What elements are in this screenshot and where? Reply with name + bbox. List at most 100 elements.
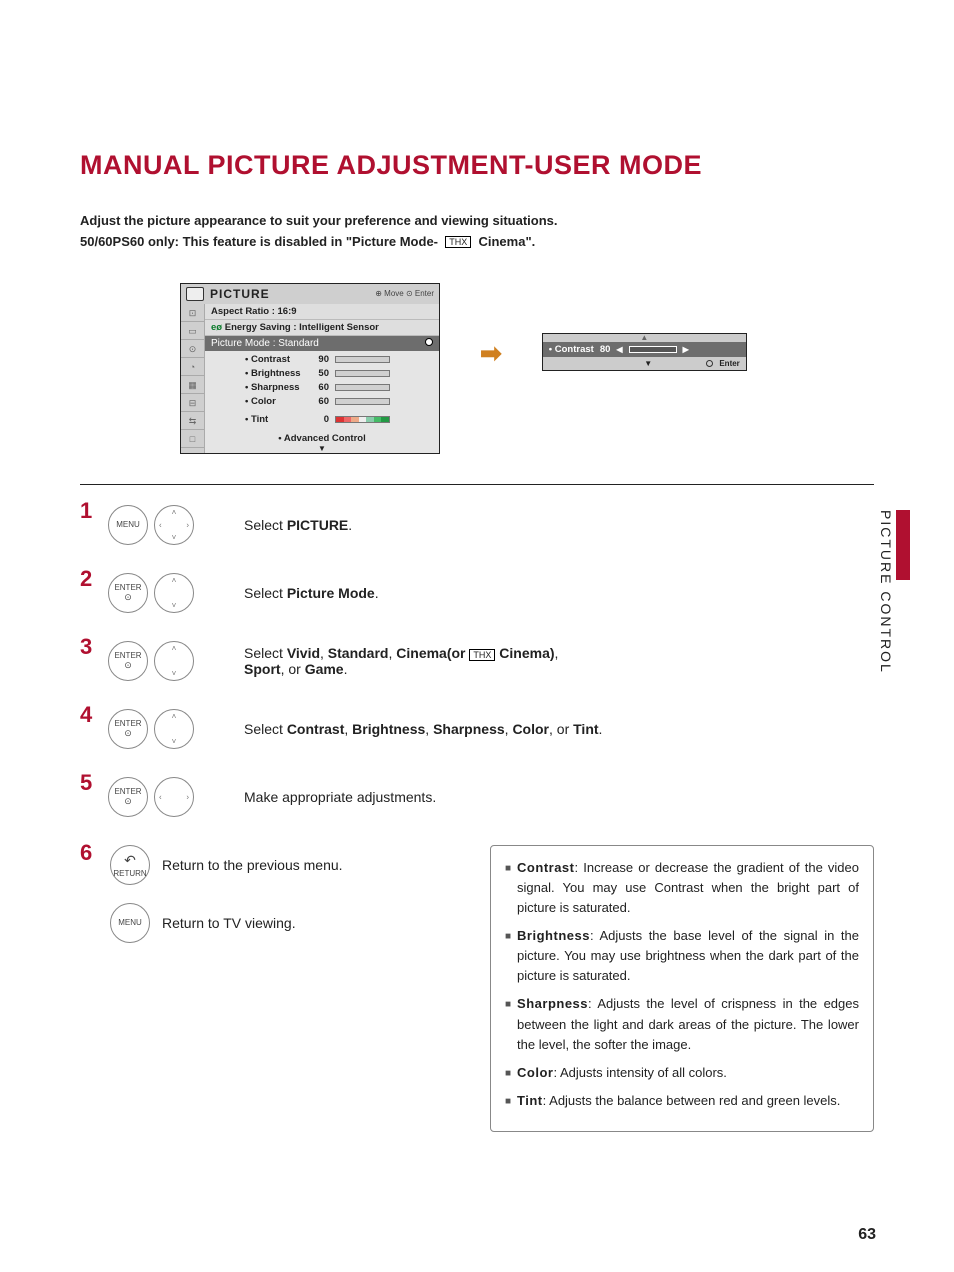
return-row: MENU Return to TV viewing. xyxy=(80,903,460,943)
remote-return-button[interactable]: ˄˅ xyxy=(154,641,194,681)
step-text: Select PICTURE. xyxy=(204,517,352,533)
osd-title: PICTURE xyxy=(210,287,270,301)
remote-enter-button[interactable]: ENTER⊙ xyxy=(108,641,148,681)
osd-contrast-adjust: ▲ • Contrast 80 ◀ ▶ ▼ Enter xyxy=(542,333,747,371)
param-value: 60 xyxy=(311,382,329,393)
param-bar xyxy=(335,370,390,377)
tint-value: 0 xyxy=(311,414,329,425)
osd-side-icon[interactable]: ⊟ xyxy=(181,394,204,412)
osd-side-icon[interactable]: □ xyxy=(181,430,204,448)
radio-dot-icon xyxy=(425,338,433,346)
remote-menu-button[interactable]: MENU xyxy=(108,505,148,545)
side-tab-bar xyxy=(896,510,910,580)
param-label: • Color xyxy=(245,396,305,407)
remote-enter-button[interactable]: ENTER⊙ xyxy=(108,573,148,613)
tv-icon xyxy=(186,287,204,301)
intro-text: Adjust the picture appearance to suit yo… xyxy=(80,211,874,253)
param-label: • Brightness xyxy=(245,368,305,379)
osd-mode-selected[interactable]: Picture Mode : Standard xyxy=(205,336,439,351)
param-bar xyxy=(335,384,390,391)
side-tab: PICTURE CONTROL xyxy=(874,510,894,700)
return-steps: 6 ↶RETURN Return to the previous menu. M… xyxy=(80,845,460,961)
step-number: 5 xyxy=(80,770,98,796)
arrow-right-icon: ➡ xyxy=(480,338,502,369)
intro-post: ". xyxy=(525,234,535,249)
step-number: 4 xyxy=(80,702,98,728)
steps-list: 1 MENU˄˅‹› Select PICTURE.2 ENTER⊙˄˅ Sel… xyxy=(80,505,874,817)
osd2-right-icon[interactable]: ▶ xyxy=(683,345,689,354)
intro-line2: 50/60PS60 only: This feature is disabled… xyxy=(80,232,874,253)
page-number: 63 xyxy=(858,1226,876,1244)
tint-label: • Tint xyxy=(245,414,305,425)
osd2-enter-label: Enter xyxy=(719,359,739,368)
osd-param-row: • Contrast 90 xyxy=(245,353,439,367)
osd-param-row: • Color 60 xyxy=(245,395,439,409)
remote-return-button[interactable]: ˄˅ xyxy=(154,709,194,749)
remote-return-button[interactable]: ˄˅ xyxy=(154,573,194,613)
osd2-value: 80 xyxy=(600,344,611,355)
osd-side-icons: ⊡▭⊙◔▦⊟⇆□ xyxy=(181,304,205,453)
remote-enter-button[interactable]: ENTER⊙ xyxy=(108,709,148,749)
osd-energy: eø Energy Saving : Intelligent Sensor xyxy=(205,320,439,336)
intro-line1: Adjust the picture appearance to suit yo… xyxy=(80,211,874,232)
desc-item: ■ Contrast: Increase or decrease the gra… xyxy=(505,858,859,918)
step-text: Make appropriate adjustments. xyxy=(204,789,436,805)
step-row: 2 ENTER⊙˄˅ Select Picture Mode. xyxy=(80,573,874,613)
param-bar xyxy=(335,398,390,405)
remote-enter-button[interactable]: ENTER⊙ xyxy=(108,777,148,817)
osd-side-icon[interactable]: ▭ xyxy=(181,322,204,340)
remote-return-button[interactable]: ˄˅‹› xyxy=(154,505,194,545)
bullet-icon: ■ xyxy=(505,926,511,986)
description-box: ■ Contrast: Increase or decrease the gra… xyxy=(490,845,874,1133)
step-text: Select Picture Mode. xyxy=(204,585,379,601)
step-text: Select Contrast, Brightness, Sharpness, … xyxy=(204,721,602,737)
osd-nav-hint: ⊕ Move ⊙ Enter xyxy=(375,289,434,298)
remote-return-button[interactable]: ‹› xyxy=(154,777,194,817)
osd-side-icon[interactable]: ⇆ xyxy=(181,412,204,430)
divider xyxy=(80,484,874,485)
step-number: 3 xyxy=(80,634,98,660)
bullet-icon: ■ xyxy=(505,858,511,918)
osd-down-arrow-icon: ▼ xyxy=(205,444,439,453)
osd2-down-arrow-icon: ▼ xyxy=(644,359,652,368)
osd-param-list: • Contrast 90 • Brightness 50 • Sharpnes… xyxy=(205,351,439,413)
step-row: 4 ENTER⊙˄˅ Select Contrast, Brightness, … xyxy=(80,709,874,749)
osd-side-icon[interactable]: ⊡ xyxy=(181,304,204,322)
page-title: MANUAL PICTURE ADJUSTMENT-USER MODE xyxy=(80,150,874,181)
param-bar xyxy=(335,356,390,363)
param-label: • Contrast xyxy=(245,354,305,365)
osd-side-icon[interactable]: ◔ xyxy=(181,358,204,376)
return-row: 6 ↶RETURN Return to the previous menu. xyxy=(80,845,460,885)
step-number: 2 xyxy=(80,566,98,592)
osd2-bar[interactable] xyxy=(629,346,677,353)
osd-side-icon[interactable]: ⊙ xyxy=(181,340,204,358)
desc-item: ■ Brightness: Adjusts the base level of … xyxy=(505,926,859,986)
remote-menu-button[interactable]: MENU xyxy=(110,903,150,943)
param-value: 90 xyxy=(311,354,329,365)
osd-mode-label: Picture Mode : Standard xyxy=(211,338,319,349)
osd-picture-menu: PICTURE ⊕ Move ⊙ Enter ⊡▭⊙◔▦⊟⇆□ Aspect R… xyxy=(180,283,440,454)
bullet-icon: ■ xyxy=(505,1091,511,1111)
osd2-label: • Contrast xyxy=(549,344,594,355)
osd-advanced[interactable]: • Advanced Control xyxy=(205,431,439,444)
return-text: Return to TV viewing. xyxy=(162,915,296,931)
osd-param-row: • Brightness 50 xyxy=(245,367,439,381)
osd-tint-row: • Tint 0 xyxy=(245,413,439,427)
osd-param-row: • Sharpness 60 xyxy=(245,381,439,395)
osd-side-icon[interactable]: ▦ xyxy=(181,376,204,394)
side-tab-label: PICTURE CONTROL xyxy=(878,510,894,674)
osd2-enter-icon xyxy=(706,360,713,367)
bullet-icon: ■ xyxy=(505,1063,511,1083)
intro-bold2: Cinema xyxy=(478,234,525,249)
desc-item: ■ Tint: Adjusts the balance between red … xyxy=(505,1091,859,1111)
param-value: 50 xyxy=(311,368,329,379)
osd2-up-arrow-icon: ▲ xyxy=(543,334,746,342)
remote-return-button[interactable]: ↶RETURN xyxy=(110,845,150,885)
desc-item: ■ Color: Adjusts intensity of all colors… xyxy=(505,1063,859,1083)
step-row: 5 ENTER⊙‹› Make appropriate adjustments. xyxy=(80,777,874,817)
return-text: Return to the previous menu. xyxy=(162,857,343,873)
osd2-left-icon[interactable]: ◀ xyxy=(616,345,622,354)
step-text: Select Vivid, Standard, Cinema(or THX Ci… xyxy=(204,645,558,677)
step-row: 3 ENTER⊙˄˅ Select Vivid, Standard, Cinem… xyxy=(80,641,874,681)
thx-logo: THX xyxy=(445,236,471,248)
